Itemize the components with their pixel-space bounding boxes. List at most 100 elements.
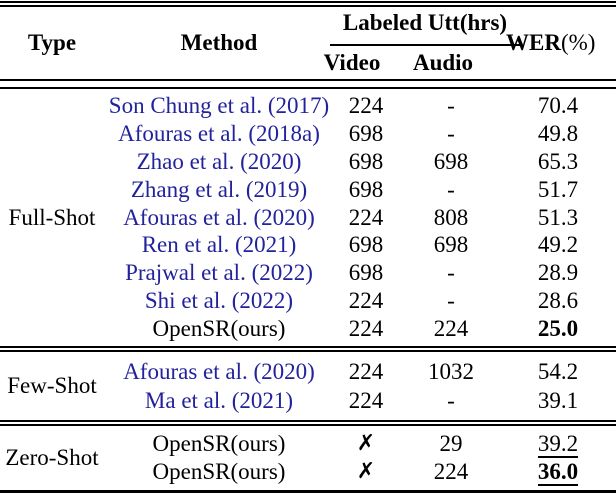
audio-hours-cell: - — [447, 260, 455, 286]
wer-value: 65.3 — [537, 148, 579, 174]
method-cell: OpenSR(ours) — [152, 316, 286, 342]
citation-link[interactable]: Afouras et al. (2020) — [123, 204, 315, 230]
table-row: Son Chung et al. (2017) 224 - 70.4 — [0, 92, 616, 120]
wer-value: 51.7 — [537, 176, 579, 202]
section-divider-1-outer — [0, 346, 616, 348]
top-rule-outer — [0, 1, 616, 3]
audio-hours-cell: 1032 — [428, 358, 474, 384]
column-header-video: Video — [323, 50, 381, 75]
citation-link[interactable]: Ren et al. (2021) — [141, 232, 297, 258]
citation-link[interactable]: Son Chung et al. (2017) — [108, 92, 330, 118]
wer-cell: 25.0 — [505, 316, 611, 342]
table-row: Shi et al. (2022) 224 - 28.6 — [0, 287, 616, 315]
type-label-zero-shot: Zero-Shot — [5, 445, 99, 470]
cross-mark-icon: ✗ — [356, 459, 376, 484]
table-row: Zhang et al. (2019) 698 - 51.7 — [0, 176, 616, 204]
section-rows: Son Chung et al. (2017) 224-70.4 Afouras e… — [0, 92, 616, 343]
citation-link[interactable]: Zhang et al. (2019) — [130, 176, 308, 202]
citation-link[interactable]: Zhao et al. (2020) — [136, 148, 302, 174]
table-row: Prajwal et al. (2022) 698 - 28.9 — [0, 259, 616, 287]
bottom-rule — [0, 490, 616, 493]
wer-unit-label: (%) — [560, 30, 596, 55]
video-hours-cell: 224 — [348, 288, 384, 314]
audio-hours-cell: - — [447, 387, 455, 413]
video-hours-cell: 698 — [348, 260, 384, 286]
table-row: Afouras et al. (2018a) 698 - 49.8 — [0, 120, 616, 148]
video-hours-cell: 698 — [348, 148, 384, 174]
video-hours-cell: 224 — [348, 316, 384, 342]
column-header-labeled-utt: Labeled Utt(hrs) — [342, 10, 508, 35]
type-label-full-shot: Full-Shot — [8, 204, 96, 230]
column-header-audio: Audio — [412, 50, 474, 75]
video-hours-cell: 224 — [348, 204, 384, 230]
wer-label: WER — [506, 30, 561, 55]
wer-value: 54.2 — [537, 358, 579, 384]
wer-value: 25.0 — [537, 316, 579, 342]
section-divider-1-inner — [0, 350, 616, 352]
audio-hours-cell: 808 — [433, 204, 469, 230]
method-cell: OpenSR(ours) — [152, 459, 286, 484]
audio-hours-cell: 224 — [433, 316, 469, 342]
citation-link[interactable]: Afouras et al. (2020) — [123, 358, 315, 384]
wer-cell: 49.8 — [505, 121, 611, 147]
table-header: Type Method Labeled Utt(hrs) Video Audio… — [0, 7, 616, 79]
table-row: Afouras et al. (2020) 224 1032 54.2 — [0, 357, 616, 386]
table-row: Ren et al. (2021) 698 698 49.2 — [0, 231, 616, 259]
video-hours-cell: 224 — [348, 358, 384, 384]
column-header-wer: WER(%) — [506, 30, 614, 56]
top-rule-inner — [0, 5, 616, 7]
wer-cell: 49.2 — [505, 232, 611, 258]
section-rows: OpenSR(ours) ✗ 29 39.2 OpenSR(ours) ✗ 224 36.0 — [0, 430, 616, 486]
section-few-shot: Few-Shot Afouras et al. (2020) 224 1032 54.… — [0, 352, 616, 420]
table-row: Ma et al. (2021) 224 - 39.1 — [0, 386, 616, 415]
wer-value: 39.1 — [537, 387, 579, 413]
audio-hours-cell: - — [447, 92, 455, 118]
audio-hours-cell: - — [447, 288, 455, 314]
wer-value: 39.2 — [537, 431, 579, 458]
wer-value: 49.8 — [537, 120, 579, 146]
table-row: Zhao et al. (2020) 698 698 65.3 — [0, 148, 616, 176]
wer-value: 36.0 — [537, 459, 579, 486]
header-rule-inner — [0, 87, 616, 89]
video-hours-cell: 698 — [348, 232, 384, 258]
citation-link[interactable]: Shi et al. (2022) — [144, 288, 294, 314]
table-row: OpenSR(ours) 224 224 25.0 — [0, 315, 616, 343]
wer-cell: 39.1 — [505, 388, 611, 414]
citation-link[interactable]: Prajwal et al. (2022) — [125, 260, 313, 286]
wer-value: 49.2 — [537, 232, 579, 258]
table-row: OpenSR(ours) ✗ 29 39.2 — [0, 430, 616, 458]
wer-cell: 28.6 — [505, 288, 611, 314]
wer-cell: 28.9 — [505, 260, 611, 286]
citation-link[interactable]: Afouras et al. (2018a) — [118, 120, 320, 146]
video-hours-cell: 698 — [348, 120, 384, 146]
wer-cell: 54.2 — [505, 359, 611, 385]
wer-value: 28.9 — [537, 260, 579, 286]
video-hours-cell: 698 — [348, 176, 384, 202]
section-rows: Afouras et al. (2020) 224 1032 54.2 Ma et al… — [0, 357, 616, 415]
wer-value: 51.3 — [537, 204, 579, 230]
citation-link[interactable]: Ma et al. (2021) — [144, 387, 294, 413]
section-divider-2-inner — [0, 424, 616, 426]
wer-cell: 36.0 — [505, 459, 611, 486]
video-hours-cell: 224 — [348, 92, 384, 118]
audio-hours-cell: - — [447, 176, 455, 202]
table-row: Afouras et al. (2020) 224 808 51.3 — [0, 204, 616, 232]
audio-hours-cell: 29 — [439, 431, 463, 456]
column-header-method: Method — [180, 30, 258, 55]
header-rule-outer — [0, 79, 616, 81]
video-hours-cell: 224 — [348, 387, 384, 413]
method-cell: OpenSR(ours) — [152, 431, 286, 456]
audio-hours-cell: - — [447, 120, 455, 146]
wer-cell: 51.3 — [505, 205, 611, 231]
wer-cell: 65.3 — [505, 149, 611, 175]
column-header-type: Type — [27, 30, 77, 55]
audio-hours-cell: 698 — [433, 232, 469, 258]
wer-value: 70.4 — [537, 92, 579, 118]
cmidrule — [330, 44, 520, 46]
wer-cell: 39.2 — [505, 431, 611, 458]
section-divider-2-outer — [0, 420, 616, 422]
audio-hours-cell: 224 — [433, 459, 469, 484]
wer-cell: 51.7 — [505, 177, 611, 203]
cross-mark-icon: ✗ — [356, 431, 376, 456]
